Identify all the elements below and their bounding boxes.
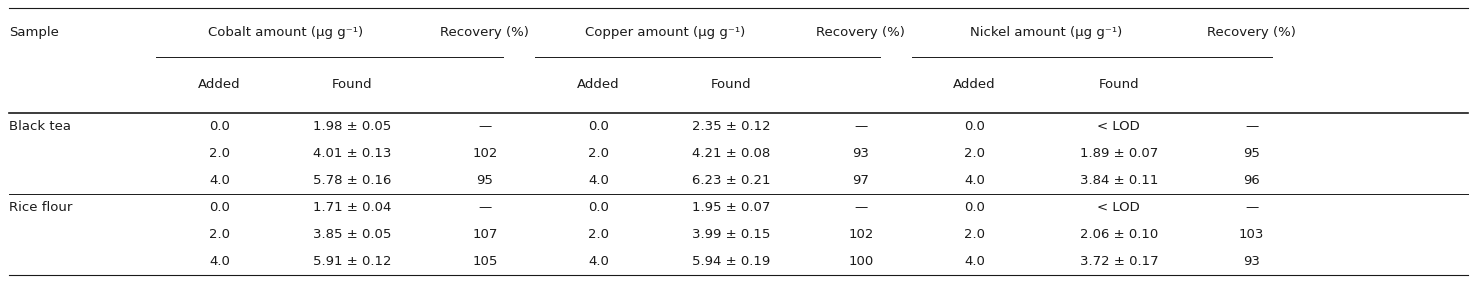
- Text: 4.0: 4.0: [210, 255, 230, 268]
- Text: < LOD: < LOD: [1097, 120, 1140, 133]
- Text: Added: Added: [953, 78, 995, 91]
- Text: Sample: Sample: [9, 26, 59, 39]
- Text: 1.71 ± 0.04: 1.71 ± 0.04: [313, 201, 391, 214]
- Text: 0.0: 0.0: [210, 201, 230, 214]
- Text: —: —: [854, 120, 867, 133]
- Text: 2.0: 2.0: [964, 228, 985, 241]
- Text: 102: 102: [473, 147, 498, 160]
- Text: 2.0: 2.0: [588, 147, 609, 160]
- Text: Recovery (%): Recovery (%): [440, 26, 529, 39]
- Text: 100: 100: [848, 255, 873, 268]
- Text: 5.91 ± 0.12: 5.91 ± 0.12: [313, 255, 391, 268]
- Text: 93: 93: [1244, 255, 1260, 268]
- Text: Nickel amount (μg g⁻¹): Nickel amount (μg g⁻¹): [970, 26, 1123, 39]
- Text: Recovery (%): Recovery (%): [817, 26, 905, 39]
- Text: 3.85 ± 0.05: 3.85 ± 0.05: [313, 228, 391, 241]
- Text: 1.89 ± 0.07: 1.89 ± 0.07: [1080, 147, 1158, 160]
- Text: 2.35 ± 0.12: 2.35 ± 0.12: [691, 120, 771, 133]
- Text: < LOD: < LOD: [1097, 201, 1140, 214]
- Text: Copper amount (μg g⁻¹): Copper amount (μg g⁻¹): [585, 26, 744, 39]
- Text: 2.0: 2.0: [210, 228, 230, 241]
- Text: —: —: [479, 201, 492, 214]
- Text: Added: Added: [578, 78, 620, 91]
- Text: 5.78 ± 0.16: 5.78 ± 0.16: [313, 174, 391, 187]
- Text: Black tea: Black tea: [9, 120, 71, 133]
- Text: 4.01 ± 0.13: 4.01 ± 0.13: [313, 147, 391, 160]
- Text: 2.0: 2.0: [588, 228, 609, 241]
- Text: —: —: [854, 201, 867, 214]
- Text: 4.0: 4.0: [588, 174, 609, 187]
- Text: 4.21 ± 0.08: 4.21 ± 0.08: [693, 147, 770, 160]
- Text: Added: Added: [198, 78, 241, 91]
- Text: 97: 97: [852, 174, 870, 187]
- Text: 4.0: 4.0: [964, 174, 985, 187]
- Text: 95: 95: [477, 174, 493, 187]
- Text: 102: 102: [848, 228, 873, 241]
- Text: —: —: [1245, 201, 1258, 214]
- Text: 0.0: 0.0: [964, 120, 985, 133]
- Text: 3.72 ± 0.17: 3.72 ± 0.17: [1080, 255, 1158, 268]
- Text: 0.0: 0.0: [588, 120, 609, 133]
- Text: 2.06 ± 0.10: 2.06 ± 0.10: [1080, 228, 1158, 241]
- Text: 93: 93: [852, 147, 870, 160]
- Text: Recovery (%): Recovery (%): [1207, 26, 1295, 39]
- Text: 105: 105: [473, 255, 498, 268]
- Text: 0.0: 0.0: [964, 201, 985, 214]
- Text: 5.94 ± 0.19: 5.94 ± 0.19: [693, 255, 770, 268]
- Text: 4.0: 4.0: [964, 255, 985, 268]
- Text: 4.0: 4.0: [588, 255, 609, 268]
- Text: Found: Found: [1099, 78, 1139, 91]
- Text: 0.0: 0.0: [210, 120, 230, 133]
- Text: 0.0: 0.0: [588, 201, 609, 214]
- Text: 103: 103: [1239, 228, 1264, 241]
- Text: Found: Found: [710, 78, 752, 91]
- Text: 95: 95: [1244, 147, 1260, 160]
- Text: Found: Found: [332, 78, 372, 91]
- Text: 4.0: 4.0: [210, 174, 230, 187]
- Text: —: —: [479, 120, 492, 133]
- Text: 96: 96: [1244, 174, 1260, 187]
- Text: 3.84 ± 0.11: 3.84 ± 0.11: [1080, 174, 1158, 187]
- Text: Cobalt amount (μg g⁻¹): Cobalt amount (μg g⁻¹): [208, 26, 363, 39]
- Text: 6.23 ± 0.21: 6.23 ± 0.21: [691, 174, 771, 187]
- Text: —: —: [1245, 120, 1258, 133]
- Text: 2.0: 2.0: [210, 147, 230, 160]
- Text: Rice flour: Rice flour: [9, 201, 72, 214]
- Text: 1.95 ± 0.07: 1.95 ± 0.07: [691, 201, 771, 214]
- Text: 3.99 ± 0.15: 3.99 ± 0.15: [691, 228, 771, 241]
- Text: 1.98 ± 0.05: 1.98 ± 0.05: [313, 120, 391, 133]
- Text: 2.0: 2.0: [964, 147, 985, 160]
- Text: 107: 107: [473, 228, 498, 241]
